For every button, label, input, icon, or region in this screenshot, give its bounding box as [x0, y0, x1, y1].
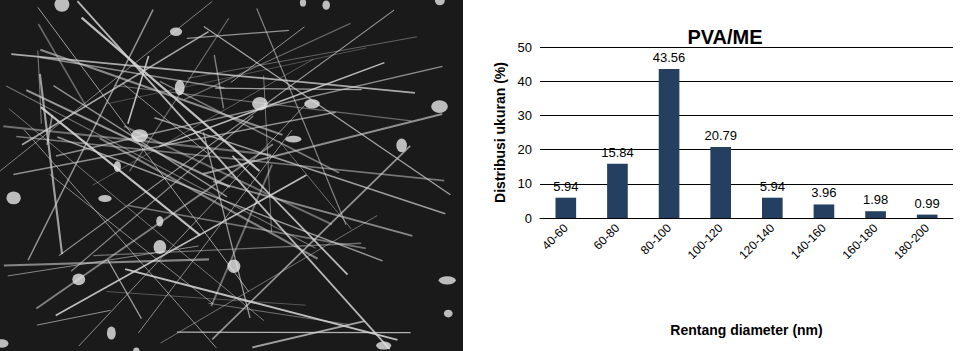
svg-text:120-140: 120-140	[736, 221, 777, 262]
svg-text:40: 40	[518, 74, 532, 89]
svg-text:50: 50	[518, 40, 532, 55]
svg-text:40-60: 40-60	[539, 221, 571, 253]
svg-text:5.94: 5.94	[760, 179, 785, 194]
svg-text:160-180: 160-180	[840, 221, 881, 262]
svg-text:180-200: 180-200	[891, 221, 932, 262]
svg-text:100-120: 100-120	[685, 221, 726, 262]
svg-text:0.99: 0.99	[915, 196, 940, 211]
svg-text:5.94: 5.94	[553, 179, 578, 194]
svg-text:1.98: 1.98	[863, 192, 888, 207]
svg-text:3.96: 3.96	[811, 185, 836, 200]
svg-text:43.56: 43.56	[653, 50, 686, 65]
svg-text:20: 20	[518, 142, 532, 157]
svg-text:30: 30	[518, 108, 532, 123]
svg-text:80-100: 80-100	[638, 221, 675, 258]
svg-text:10: 10	[518, 176, 532, 191]
svg-text:20.79: 20.79	[704, 128, 737, 143]
svg-text:Rentang diameter (nm): Rentang diameter (nm)	[670, 322, 822, 338]
svg-text:0: 0	[525, 211, 532, 226]
svg-text:60-80: 60-80	[591, 221, 623, 253]
svg-text:15.84: 15.84	[601, 145, 634, 160]
svg-text:Distribusi ukuran (%): Distribusi ukuran (%)	[492, 62, 508, 203]
svg-text:PVA/ME: PVA/ME	[687, 26, 762, 48]
svg-text:140-160: 140-160	[788, 221, 829, 262]
